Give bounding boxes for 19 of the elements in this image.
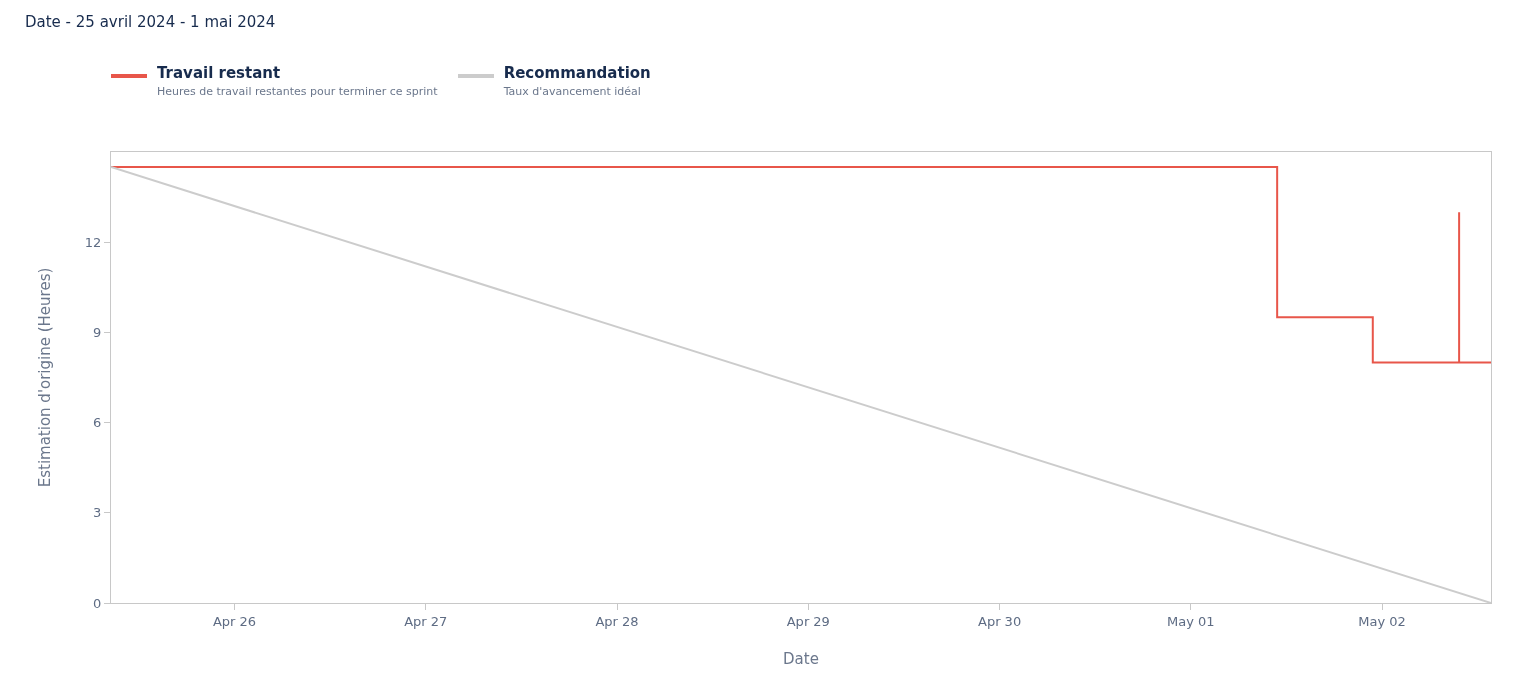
x-tick-label: Apr 27: [404, 613, 448, 629]
y-axis-title: Estimation d'origine (Heures): [36, 267, 55, 488]
y-tick-label: 6: [93, 415, 102, 431]
y-tick-label: 9: [93, 324, 102, 340]
legend-label: Travail restant: [157, 64, 282, 82]
x-tick-label: May 02: [1358, 613, 1406, 629]
y-tick-label: 12: [84, 234, 102, 250]
y-tick-label: 0: [93, 595, 102, 611]
y-tick-label: 3: [93, 505, 102, 521]
legend-label: Recommandation: [503, 64, 651, 82]
x-tick-label: Apr 26: [212, 613, 257, 629]
x-axis-title: Date: [783, 649, 819, 668]
x-tick-label: Apr 29: [786, 613, 830, 629]
x-tick-label: Apr 30: [977, 613, 1022, 629]
chart-title: Date - 25 avril 2024 - 1 mai 2024: [25, 13, 276, 31]
x-tick-label: Apr 28: [595, 613, 639, 629]
text: Heures de travail restantes pour terminer ce sprint: [157, 85, 438, 98]
text: Taux d'avancement idéal: [503, 85, 642, 98]
x-tick-label: May 01: [1167, 613, 1215, 629]
